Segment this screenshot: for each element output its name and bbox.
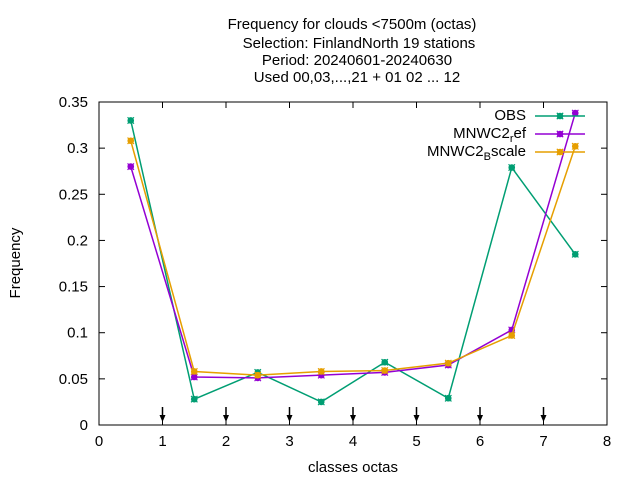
title-line-3: Period: 20240601-20240630 [262, 52, 452, 69]
boundary-arrow [413, 407, 420, 422]
boundary-arrow [223, 407, 229, 422]
y-tick-label: 0.25 [59, 186, 88, 203]
boundary-arrow-head [477, 415, 483, 422]
data-point-series-1-stroke [571, 109, 579, 117]
legend-label-mnwc2-bscale: MNWC2Bscale [427, 143, 526, 163]
data-point-series-0-stroke [508, 163, 516, 172]
boundary-arrow [350, 407, 356, 422]
boundary-arrow-head [350, 415, 356, 422]
x-tick-label: 2 [222, 433, 230, 450]
boundary-arrow-head [286, 415, 293, 422]
boundary-arrow-head [413, 415, 420, 422]
x-tick-label: 3 [285, 433, 293, 450]
data-point-series-2-stroke [254, 371, 262, 379]
legend-marker-0-stroke [556, 112, 564, 120]
legend-marker-2-stroke [556, 148, 564, 156]
y-tick-label: 0.05 [59, 371, 88, 388]
boundary-arrow [286, 407, 293, 422]
legend-sample-1 [535, 130, 585, 138]
boundary-arrow [477, 407, 483, 422]
legend-marker-1-stroke [556, 130, 564, 138]
x-tick-label: 7 [539, 433, 547, 450]
y-axis-label: Frequency [7, 227, 24, 298]
title-line-1: Frequency for clouds <7500m (octas) [228, 16, 477, 33]
y-tick-label: 0.35 [59, 94, 88, 111]
y-tick-label: 0.2 [67, 232, 88, 249]
data-point-series-2-stroke [508, 331, 516, 340]
data-point-series-2-stroke [571, 142, 579, 150]
x-tick-label: 1 [158, 433, 166, 450]
data-point-series-1-stroke [127, 162, 135, 171]
data-point-series-2-stroke [127, 137, 135, 145]
chart-legend: OBS MNWC2ref MNWC2Bscale [427, 107, 585, 163]
boundary-arrow-head [223, 415, 229, 422]
y-tick-label: 0.15 [59, 279, 88, 296]
series-line-1 [130, 112, 576, 379]
x-tick-label: 4 [349, 433, 357, 450]
series-lines [127, 109, 579, 406]
boundary-arrow [159, 407, 166, 422]
data-point-series-0-stroke [444, 394, 452, 402]
class-boundary-arrows [159, 407, 547, 422]
data-point-series-0-stroke [317, 398, 325, 406]
boundary-arrow [540, 407, 547, 422]
y-tick-label: 0.1 [67, 325, 88, 342]
data-point-series-2-stroke [317, 367, 325, 376]
plot-area [98, 101, 608, 426]
y-tick-label: 0.3 [67, 140, 88, 157]
boundary-arrow-head [159, 415, 166, 422]
legend-label-obs: OBS [494, 107, 526, 124]
legend-label-mnwc2-ref: MNWC2ref [453, 125, 527, 145]
series-0 [127, 116, 579, 406]
chart-title: Frequency for clouds <7500m (octas) Sele… [228, 16, 477, 86]
title-line-4: Used 00,03,...,21 + 01 02 ... 12 [254, 69, 460, 86]
x-axis-label: classes octas [308, 459, 398, 476]
data-point-series-0-stroke [571, 250, 579, 258]
x-tick-label: 6 [476, 433, 484, 450]
data-point-series-2-stroke [190, 367, 198, 376]
series-line-0 [130, 120, 576, 403]
x-tick-label: 8 [603, 433, 611, 450]
data-point-series-0-stroke [381, 358, 389, 366]
x-tick-label: 5 [412, 433, 420, 450]
title-line-2: Selection: FinlandNorth 19 stations [243, 35, 476, 52]
y-tick-label: 0 [80, 417, 88, 434]
series-line-2 [130, 140, 576, 376]
data-point-series-0-stroke [127, 116, 135, 125]
boundary-arrow-head [540, 415, 547, 422]
series-2 [127, 137, 579, 379]
data-point-series-2-stroke [444, 359, 452, 367]
legend-sample-2 [535, 148, 585, 156]
data-point-series-2-stroke [381, 366, 389, 375]
data-point-series-0-stroke [190, 395, 198, 403]
data-point-series-1-stroke [190, 373, 198, 381]
legend-sample-0 [535, 112, 585, 120]
x-tick-label: 0 [95, 433, 103, 450]
